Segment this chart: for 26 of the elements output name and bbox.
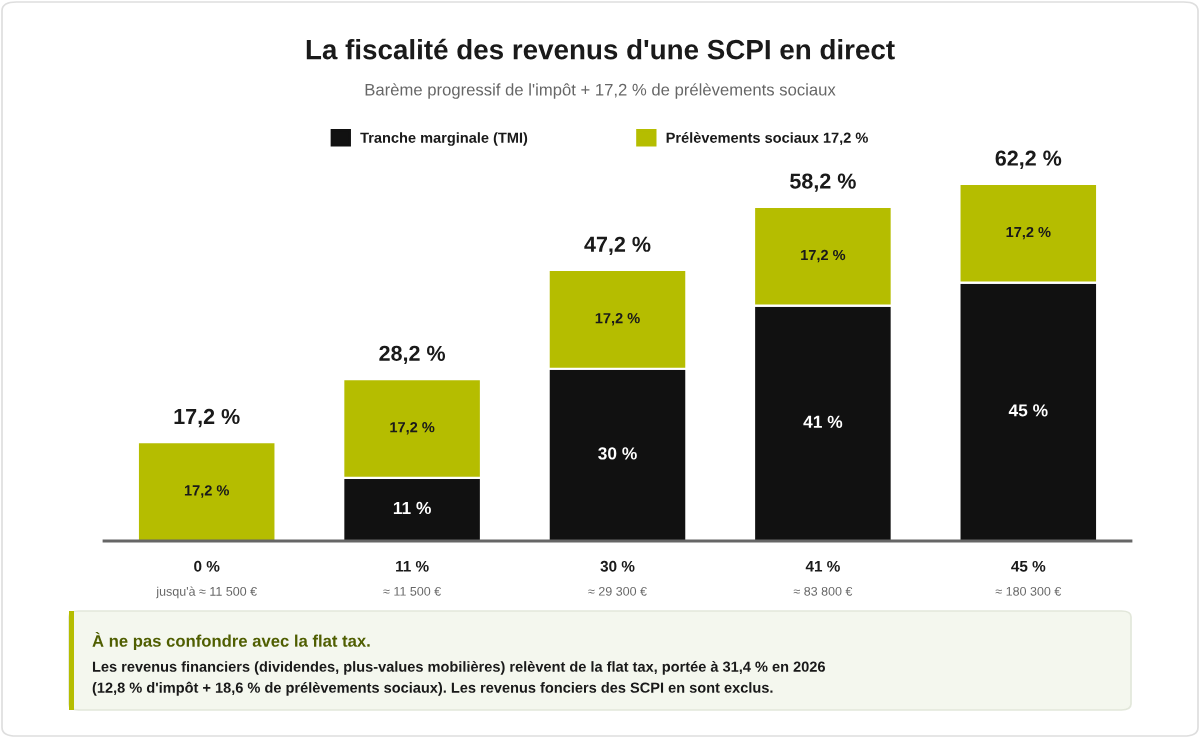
data-label: 17,2 %	[1006, 226, 1051, 240]
text: Les revenus financiers (dividendes, plus-values mobilières) relèvent de la flat tax, portée à 31,4 % en 2026 (12,8 % d'impôt + 18,6 % de prélèvements sociaux). Les revenus fonciers des SCPI en sont exclus.	[92, 661, 825, 696]
chart-title: La fiscalité des revenus d'une SCPI en direct	[306, 38, 895, 60]
category-label: 11 % ≈ 11 500 €	[383, 560, 441, 596]
total-label: 28,2 %	[379, 345, 446, 365]
total-label: 47,2 %	[584, 236, 651, 256]
legend-label: Tranche marginale (TMI)	[360, 132, 528, 146]
data-label: 11 %	[393, 501, 431, 515]
data-label: 30 %	[598, 447, 637, 460]
data-label: 17,2 %	[801, 249, 846, 263]
chart-subtitle: Barème progressif de l'impôt + 17,2 % de prélèvements sociaux	[365, 83, 836, 99]
data-label: 17,2 %	[184, 485, 230, 498]
legend-label: Prélèvements sociaux 17,2 %	[666, 132, 868, 145]
total-label: 62,2 %	[995, 150, 1062, 169]
category-label: 45 % ≈ 180 300 €	[995, 560, 1062, 596]
data-label: 17,2 %	[595, 312, 640, 326]
category-label: 30 % ≈ 29 300 €	[588, 560, 647, 596]
total-label: 58,2 %	[790, 173, 856, 192]
bar	[136, 441, 277, 541]
data-label: 17,2 %	[390, 422, 435, 435]
category-label: 41 % ≈ 83 800 €	[793, 560, 853, 596]
category-label: 0 % jusqu'à ≈ 11 500 €	[156, 560, 257, 599]
total-label: 17,2 %	[174, 408, 240, 428]
data-label: 45 %	[1008, 404, 1048, 417]
text: À ne pas confondre avec la flat tax.	[92, 631, 370, 651]
data-label: 41 %	[803, 415, 843, 428]
